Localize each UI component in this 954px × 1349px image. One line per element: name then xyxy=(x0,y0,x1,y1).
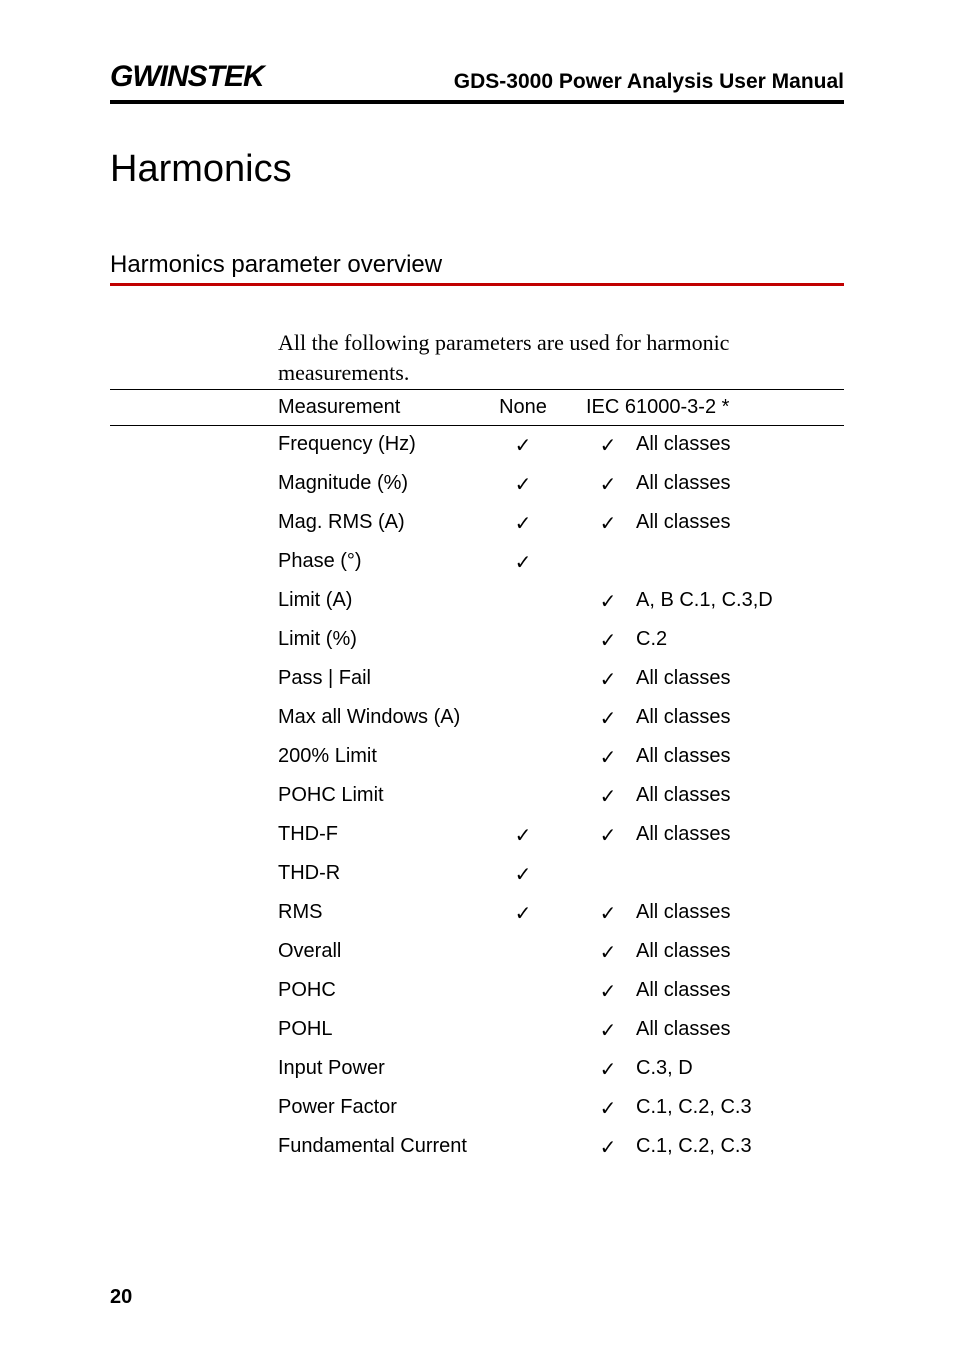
red-divider xyxy=(110,283,844,286)
table-row: POHC ✓All classes xyxy=(278,972,844,1011)
cell-iec-check: ✓ xyxy=(586,628,630,653)
cell-iec-check: ✓ xyxy=(586,472,630,497)
table-row: Max all Windows (A) ✓All classes xyxy=(278,699,844,738)
table-row: Overall ✓All classes xyxy=(278,933,844,972)
cell-measurement: Power Factor xyxy=(278,1096,478,1119)
col-header-none: None xyxy=(478,396,568,419)
cell-none-check: ✓ xyxy=(478,472,568,497)
cell-class: All classes xyxy=(630,901,844,924)
cell-measurement: Frequency (Hz) xyxy=(278,433,478,456)
table-container: Measurement None IEC 61000-3-2 * Frequen… xyxy=(278,389,844,1167)
cell-class: C.3, D xyxy=(630,1057,844,1080)
cell-iec-check: ✓ xyxy=(586,940,630,965)
table-row: POHC Limit ✓All classes xyxy=(278,777,844,816)
cell-measurement: THD-F xyxy=(278,823,478,846)
cell-measurement: POHC Limit xyxy=(278,784,478,807)
table-row: THD-R✓ xyxy=(278,855,844,894)
cell-measurement: Limit (%) xyxy=(278,628,478,651)
table-row: Magnitude (%)✓✓All classes xyxy=(278,465,844,504)
cell-measurement: 200% Limit xyxy=(278,745,478,768)
table-row: Frequency (Hz)✓✓All classes xyxy=(278,426,844,465)
cell-class: All classes xyxy=(630,745,844,768)
page-number: 20 xyxy=(110,1286,132,1309)
cell-iec-check: ✓ xyxy=(586,706,630,731)
table-row: Pass | Fail ✓All classes xyxy=(278,660,844,699)
cell-iec-check: ✓ xyxy=(586,784,630,809)
table-row: THD-F✓✓All classes xyxy=(278,816,844,855)
cell-class: All classes xyxy=(630,667,844,690)
cell-none-check: ✓ xyxy=(478,511,568,536)
table-row: Limit (A) ✓A, B C.1, C.3,D xyxy=(278,582,844,621)
cell-measurement: Input Power xyxy=(278,1057,478,1080)
brand-logo: GWINSTEK xyxy=(110,60,264,94)
manual-title: GDS-3000 Power Analysis User Manual xyxy=(454,70,844,94)
cell-class: C.1, C.2, C.3 xyxy=(630,1096,844,1119)
table-row: Fundamental Current ✓C.1, C.2, C.3 xyxy=(278,1128,844,1167)
table-row: Mag. RMS (A)✓✓All classes xyxy=(278,504,844,543)
page-header: GWINSTEK GDS-3000 Power Analysis User Ma… xyxy=(110,60,844,104)
cell-iec-check: ✓ xyxy=(586,511,630,536)
col-header-measurement: Measurement xyxy=(278,396,478,419)
table-row: Limit (%) ✓C.2 xyxy=(278,621,844,660)
section-subheading: Harmonics parameter overview xyxy=(110,251,844,279)
cell-measurement: THD-R xyxy=(278,862,478,885)
cell-measurement: Max all Windows (A) xyxy=(278,706,478,729)
table-row: Power Factor ✓C.1, C.2, C.3 xyxy=(278,1089,844,1128)
cell-none-check: ✓ xyxy=(478,823,568,848)
cell-class: A, B C.1, C.3,D xyxy=(630,589,844,612)
col-header-iec: IEC 61000-3-2 * xyxy=(568,396,844,419)
cell-none-check: ✓ xyxy=(478,901,568,926)
intro-paragraph: All the following parameters are used fo… xyxy=(278,328,844,387)
cell-iec-check: ✓ xyxy=(586,1057,630,1082)
cell-class: All classes xyxy=(630,511,844,534)
cell-measurement: Pass | Fail xyxy=(278,667,478,690)
cell-iec-check: ✓ xyxy=(586,823,630,848)
table-body: Frequency (Hz)✓✓All classesMagnitude (%)… xyxy=(278,426,844,1167)
cell-iec-check: ✓ xyxy=(586,745,630,770)
cell-iec-check: ✓ xyxy=(586,667,630,692)
table-row: 200% Limit ✓All classes xyxy=(278,738,844,777)
cell-none-check: ✓ xyxy=(478,550,568,575)
cell-class: All classes xyxy=(630,940,844,963)
cell-measurement: POHC xyxy=(278,979,478,1002)
table-row: POHL ✓All classes xyxy=(278,1011,844,1050)
cell-iec-check: ✓ xyxy=(586,1096,630,1121)
cell-measurement: Phase (°) xyxy=(278,550,478,573)
cell-iec-check: ✓ xyxy=(586,901,630,926)
table-row: Input Power ✓C.3, D xyxy=(278,1050,844,1089)
cell-iec-check: ✓ xyxy=(586,589,630,614)
cell-class: All classes xyxy=(630,979,844,1002)
table-row: RMS✓✓All classes xyxy=(278,894,844,933)
table-row: Phase (°)✓ xyxy=(278,543,844,582)
cell-iec-check: ✓ xyxy=(586,979,630,1004)
cell-class: All classes xyxy=(630,1018,844,1041)
cell-measurement: Overall xyxy=(278,940,478,963)
cell-measurement: Fundamental Current xyxy=(278,1135,478,1158)
page-heading: Harmonics xyxy=(110,148,844,191)
cell-none-check: ✓ xyxy=(478,433,568,458)
cell-none-check: ✓ xyxy=(478,862,568,887)
cell-iec-check: ✓ xyxy=(586,1018,630,1043)
cell-iec-check: ✓ xyxy=(586,1135,630,1160)
cell-class: All classes xyxy=(630,706,844,729)
cell-iec-check: ✓ xyxy=(586,433,630,458)
cell-measurement: Magnitude (%) xyxy=(278,472,478,495)
cell-class: All classes xyxy=(630,472,844,495)
table-header-row: Measurement None IEC 61000-3-2 * xyxy=(278,390,844,425)
cell-class: C.2 xyxy=(630,628,844,651)
cell-measurement: RMS xyxy=(278,901,478,924)
cell-measurement: Limit (A) xyxy=(278,589,478,612)
cell-class: All classes xyxy=(630,784,844,807)
cell-class: All classes xyxy=(630,823,844,846)
cell-class: C.1, C.2, C.3 xyxy=(630,1135,844,1158)
cell-measurement: POHL xyxy=(278,1018,478,1041)
cell-class: All classes xyxy=(630,433,844,456)
cell-measurement: Mag. RMS (A) xyxy=(278,511,478,534)
